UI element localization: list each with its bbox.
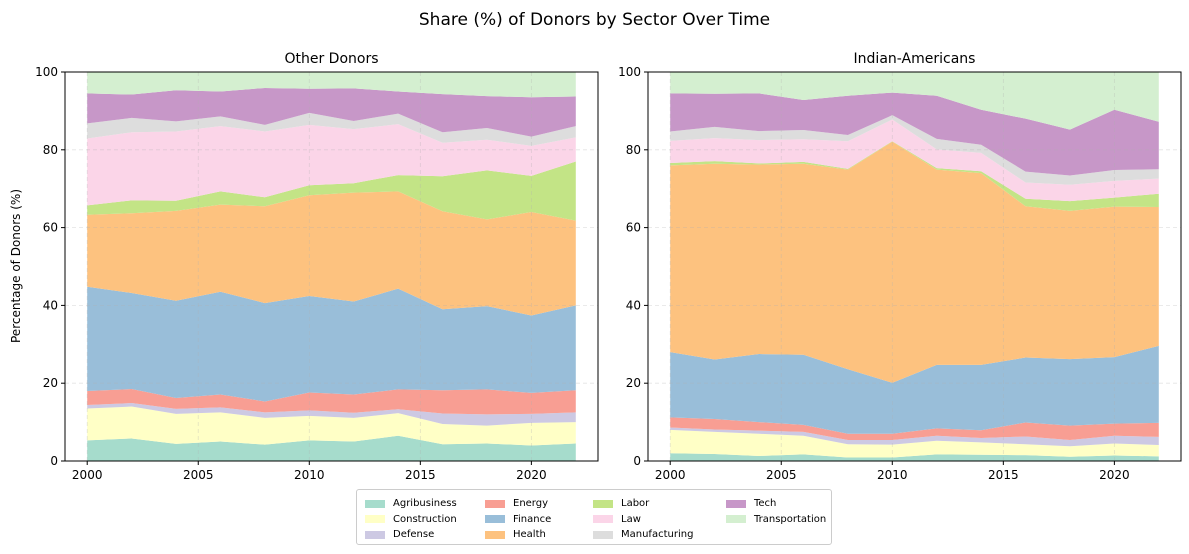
legend-item-law: Law [593, 512, 726, 528]
area-transportation-indian-americans [670, 72, 1159, 130]
area-finance-indian-americans [670, 345, 1159, 434]
y-tick-label-100-other-donors: 100 [35, 65, 58, 79]
y-tick-label-20-other-donors: 20 [43, 376, 58, 390]
axes-frame-indian-americans [647, 71, 1182, 462]
legend-label-construction: Construction [393, 513, 457, 525]
panel-title-indian-americans: Indian-Americans [854, 51, 976, 67]
legend-item-energy: Energy [485, 496, 593, 512]
panel-title-other-donors: Other Donors [284, 51, 378, 67]
legend-label-transportation: Transportation [754, 513, 827, 525]
legend-item-defense: Defense [365, 527, 485, 543]
area-transportation-other-donors [87, 72, 576, 98]
legend-swatch-transportation [726, 515, 746, 524]
area-health-other-donors [87, 191, 576, 316]
legend-swatch-construction [365, 515, 385, 524]
area-labor-other-donors [87, 161, 576, 221]
legend-item-tech: Tech [726, 496, 826, 512]
legend: Agribusiness Construction Defense Energy Fin… [356, 489, 832, 545]
area-defense-other-donors [87, 403, 576, 426]
legend-item-health: Health [485, 527, 593, 543]
y-tick-label-80-other-donors: 80 [43, 143, 58, 157]
area-labor-indian-americans [670, 141, 1159, 211]
legend-grid: Agribusiness Construction Defense Energy Fin… [365, 496, 826, 543]
legend-label-finance: Finance [513, 513, 552, 525]
legend-swatch-energy [485, 499, 505, 508]
x-tick-label-2010-other-donors: 2010 [294, 468, 325, 482]
x-tick-label-2005-indian-americans: 2005 [766, 468, 797, 482]
legend-item-agribusiness: Agribusiness [365, 496, 485, 512]
y-tick-label-60-other-donors: 60 [43, 221, 58, 235]
area-finance-other-donors [87, 286, 576, 402]
area-construction-other-donors [87, 406, 576, 446]
y-tick-label-80-indian-americans: 80 [626, 143, 641, 157]
y-axis-label: Percentage of Donors (%) [9, 189, 23, 343]
area-energy-other-donors [87, 389, 576, 415]
panel-other-donors: Other Donors 2000 2005 2010 2015 2020 0 20 40 60… [35, 51, 599, 482]
x-tick-label-2015-other-donors: 2015 [405, 468, 436, 482]
area-tech-indian-americans [670, 92, 1159, 176]
area-law-indian-americans [670, 119, 1159, 202]
panel-indian-americans: Indian-Americans 2000 2005 2010 2015 2020 0 20… [618, 51, 1182, 482]
y-tick-label-0-other-donors: 0 [50, 454, 58, 468]
legend-swatch-manufacturing [593, 530, 613, 539]
area-manufacturing-other-donors [87, 112, 576, 146]
area-energy-indian-americans [670, 417, 1159, 440]
x-tick-label-2005-other-donors: 2005 [183, 468, 214, 482]
area-construction-indian-americans [670, 429, 1159, 458]
legend-swatch-defense [365, 530, 385, 539]
y-tick-label-100-indian-americans: 100 [618, 65, 641, 79]
legend-label-tech: Tech [754, 498, 777, 510]
area-law-other-donors [87, 124, 576, 206]
x-tick-label-2000-other-donors: 2000 [72, 468, 103, 482]
area-defense-indian-americans [670, 427, 1159, 447]
x-tick-label-2000-indian-americans: 2000 [655, 468, 686, 482]
legend-label-law: Law [621, 513, 641, 525]
legend-item-transportation: Transportation [726, 512, 826, 528]
legend-swatch-agribusiness [365, 499, 385, 508]
x-tick-label-2010-indian-americans: 2010 [877, 468, 908, 482]
x-tick-label-2020-indian-americans: 2020 [1099, 468, 1130, 482]
legend-item-finance: Finance [485, 512, 593, 528]
y-tick-label-40-indian-americans: 40 [626, 298, 641, 312]
x-tick-label-2015-indian-americans: 2015 [988, 468, 1019, 482]
legend-item-manufacturing: Manufacturing [593, 527, 726, 543]
y-tick-label-60-indian-americans: 60 [626, 221, 641, 235]
legend-label-labor: Labor [621, 498, 650, 510]
area-agribusiness-other-donors [87, 435, 576, 461]
legend-label-defense: Defense [393, 529, 435, 541]
area-health-indian-americans [670, 141, 1159, 383]
axes-frame-other-donors [64, 71, 599, 462]
y-tick-label-20-indian-americans: 20 [626, 376, 641, 390]
legend-label-manufacturing: Manufacturing [621, 529, 694, 541]
legend-label-agribusiness: Agribusiness [393, 498, 457, 510]
legend-swatch-finance [485, 515, 505, 524]
area-tech-other-donors [87, 87, 576, 137]
legend-item-construction: Construction [365, 512, 485, 528]
y-tick-label-40-other-donors: 40 [43, 298, 58, 312]
area-agribusiness-indian-americans [670, 453, 1159, 461]
x-tick-label-2020-other-donors: 2020 [516, 468, 547, 482]
legend-swatch-health [485, 530, 505, 539]
legend-swatch-labor [593, 499, 613, 508]
y-tick-label-0-indian-americans: 0 [633, 454, 641, 468]
figure-title: Share (%) of Donors by Sector Over Time [419, 10, 770, 30]
legend-swatch-tech [726, 499, 746, 508]
legend-item-labor: Labor [593, 496, 726, 512]
legend-label-energy: Energy [513, 498, 549, 510]
area-manufacturing-indian-americans [670, 115, 1159, 185]
legend-label-health: Health [513, 529, 546, 541]
legend-swatch-law [593, 515, 613, 524]
